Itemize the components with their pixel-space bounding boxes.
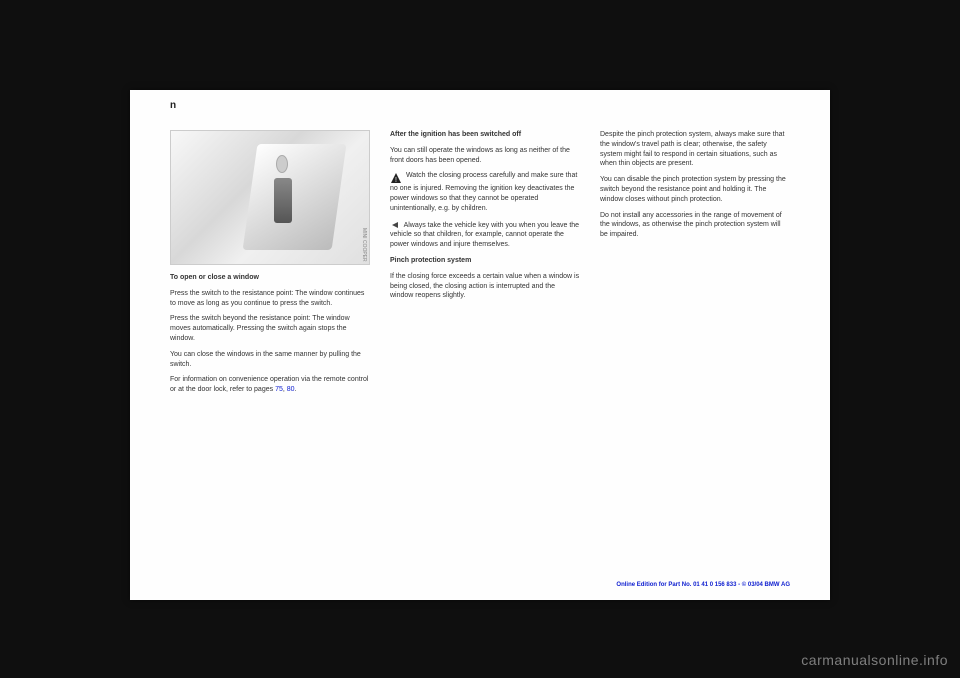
caution-arrow-icon: [390, 220, 400, 230]
col1-p2: Press the switch to the resistance point…: [170, 289, 370, 309]
column-1: MINI COOPER To open or close a window Pr…: [170, 130, 370, 570]
col2-w2-text: Always take the vehicle key with you whe…: [390, 222, 579, 249]
column-3: Despite the pinch protection system, alw…: [600, 130, 790, 570]
col3-p3: Do not install any accessories in the ra…: [600, 211, 790, 240]
col2-heading: After the ignition has been switched off: [390, 130, 580, 140]
page-number: n: [170, 100, 177, 111]
col2-h2: Pinch protection system: [390, 256, 580, 266]
col3-p1: Despite the pinch protection system, alw…: [600, 130, 790, 169]
page-content: n MINI COOPER To open or close a window …: [130, 90, 830, 600]
svg-text:!: !: [395, 177, 397, 184]
col2-p3: If the closing force exceeds a certain v…: [390, 272, 580, 301]
col2-p2: You can still operate the windows as lon…: [390, 146, 580, 166]
figure-detail: [276, 155, 288, 173]
col1-p5: For information on convenience operation…: [170, 375, 370, 395]
col2-w1-text: Watch the closing process carefully and …: [390, 172, 577, 212]
page-link-80[interactable]: 80: [287, 386, 295, 393]
warning-triangle-icon: !: [390, 172, 402, 184]
col1-p5-prefix: For information on convenience operation…: [170, 376, 368, 393]
col1-p5-suffix: .: [295, 386, 297, 393]
figure-window-switch: MINI COOPER: [170, 130, 370, 265]
text-columns: MINI COOPER To open or close a window Pr…: [170, 130, 790, 570]
column-2: After the ignition has been switched off…: [390, 130, 580, 570]
watermark: carmanualsonline.info: [801, 652, 948, 668]
footer-edition-link[interactable]: Online Edition for Part No. 01 41 0 156 …: [616, 582, 790, 588]
col1-p4: You can close the windows in the same ma…: [170, 350, 370, 370]
col1-p3: Press the switch beyond the resistance p…: [170, 314, 370, 343]
figure-credit: MINI COOPER: [360, 228, 367, 262]
col1-heading: To open or close a window: [170, 273, 370, 283]
col2-warning1: ! Watch the closing process carefully an…: [390, 171, 580, 213]
col2-warning2: Always take the vehicle key with you whe…: [390, 220, 580, 250]
page-link-75[interactable]: 75: [275, 386, 283, 393]
manual-page: n MINI COOPER To open or close a window …: [130, 90, 830, 600]
col3-p2: You can disable the pinch protection sys…: [600, 175, 790, 204]
